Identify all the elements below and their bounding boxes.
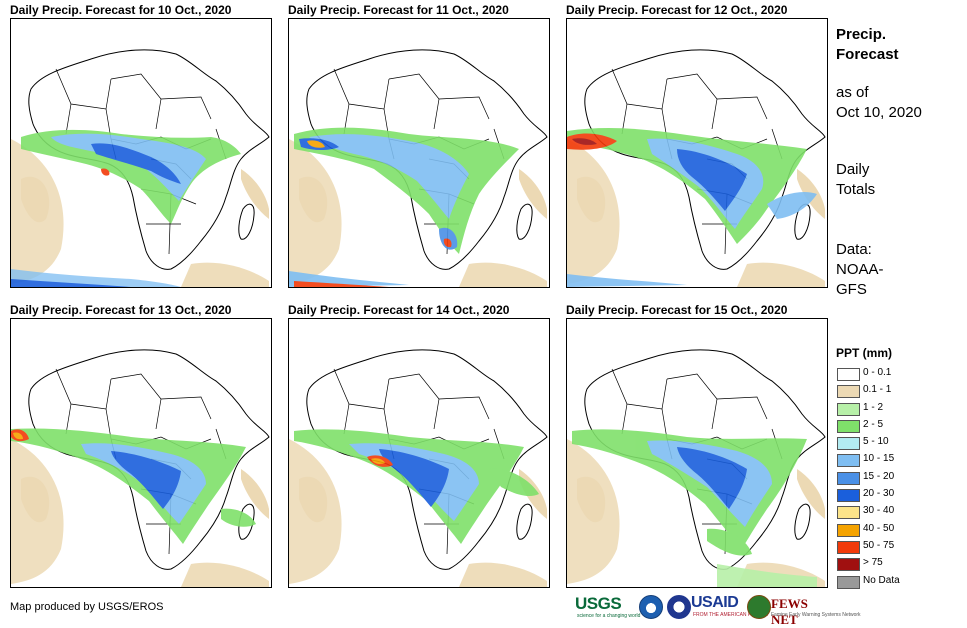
- legend-label: 5 - 10: [863, 436, 889, 448]
- fews-net-logo: FEWS NET: [771, 596, 808, 627]
- legend-swatch: [837, 540, 860, 554]
- usaid-logo: USAID: [691, 594, 739, 611]
- legend-swatch: [837, 575, 860, 589]
- legend-swatch: [837, 489, 860, 503]
- data-line3: GFS: [836, 281, 867, 298]
- legend-label: 2 - 5: [863, 418, 884, 430]
- as-of-date: as of Oct 10, 2020: [836, 83, 922, 123]
- usaid-tagline: FROM THE AMERICAN PEOPLE: [693, 612, 768, 618]
- precip-map: [10, 18, 272, 288]
- panel-title: Daily Precip. Forecast for 15 Oct., 2020: [566, 303, 788, 317]
- legend-swatch: [837, 454, 860, 468]
- legend-label: 15 - 20: [863, 470, 895, 482]
- precip-map: [10, 318, 272, 588]
- fews-net-globe-icon: [747, 595, 771, 619]
- forecast-panel-oct-10: Daily Precip. Forecast for 10 Oct., 2020: [10, 3, 272, 288]
- legend-swatch: [837, 385, 860, 399]
- panel-title: Daily Precip. Forecast for 14 Oct., 2020: [288, 303, 510, 317]
- forecast-panel-oct-11: Daily Precip. Forecast for 11 Oct., 2020: [288, 3, 550, 288]
- panel-title: Daily Precip. Forecast for 12 Oct., 2020: [566, 3, 788, 17]
- legend-label: No Data: [863, 574, 900, 586]
- forecast-panel-oct-15: Daily Precip. Forecast for 15 Oct., 2020: [566, 303, 828, 588]
- legend-swatch: [837, 368, 860, 381]
- forecast-panel-oct-14: Daily Precip. Forecast for 14 Oct., 2020: [288, 303, 550, 588]
- legend-label: 0.1 - 1: [863, 384, 892, 396]
- totals-label: Daily Totals: [836, 160, 875, 200]
- legend-swatch: [837, 506, 860, 520]
- legend-swatch: [837, 558, 860, 572]
- totals-line2: Totals: [836, 181, 876, 198]
- legend-label: 1 - 2: [863, 401, 884, 413]
- legend-label: 10 - 15: [863, 453, 895, 465]
- usaid-seal-icon: [667, 595, 691, 619]
- as-of-line1: as of: [836, 84, 869, 101]
- legend-label: > 75: [863, 557, 883, 569]
- legend-swatch: [837, 471, 860, 485]
- legend-label: 0 - 0.1: [863, 367, 892, 378]
- noaa-logo-icon: [639, 595, 663, 619]
- legend-swatch: [837, 402, 860, 416]
- precip-map: [288, 18, 550, 288]
- legend-swatch: [837, 523, 860, 537]
- panel-title: Daily Precip. Forecast for 10 Oct., 2020: [10, 3, 232, 17]
- panel-title: Daily Precip. Forecast for 13 Oct., 2020: [10, 303, 232, 317]
- usgs-tagline: science for a changing world: [577, 613, 641, 619]
- data-source: Data: NOAA- GFS: [836, 240, 884, 300]
- legend-label: 40 - 50: [863, 522, 895, 534]
- data-line2: NOAA-: [836, 261, 884, 278]
- legend-swatch: [837, 437, 860, 451]
- data-line1: Data:: [836, 241, 872, 258]
- fews-net-tagline: Famine Early Warning Systems Network: [771, 612, 861, 618]
- agency-logos: USGS science for a changing world USAID …: [575, 592, 861, 627]
- chart-title: Precip. Forecast: [836, 25, 899, 65]
- legend-label: 50 - 75: [863, 539, 895, 551]
- chart-title-line1: Precip.: [836, 26, 887, 43]
- legend-label: 30 - 40: [863, 505, 895, 517]
- precip-map: [288, 318, 550, 588]
- legend-label: 20 - 30: [863, 488, 895, 500]
- precip-map: [566, 18, 828, 288]
- usgs-logo: USGS: [575, 594, 622, 613]
- precip-map: [566, 318, 828, 588]
- totals-line1: Daily: [836, 161, 870, 178]
- legend-title: PPT (mm): [836, 346, 893, 360]
- panel-title: Daily Precip. Forecast for 11 Oct., 2020: [288, 3, 509, 17]
- legend-swatch: [837, 419, 860, 433]
- forecast-panel-oct-13: Daily Precip. Forecast for 13 Oct., 2020: [10, 303, 272, 588]
- as-of-line2: Oct 10, 2020: [836, 104, 922, 121]
- forecast-panel-oct-12: Daily Precip. Forecast for 12 Oct., 2020: [566, 3, 828, 288]
- credit-text: Map produced by USGS/EROS: [10, 601, 164, 613]
- chart-title-line2: Forecast: [836, 46, 899, 63]
